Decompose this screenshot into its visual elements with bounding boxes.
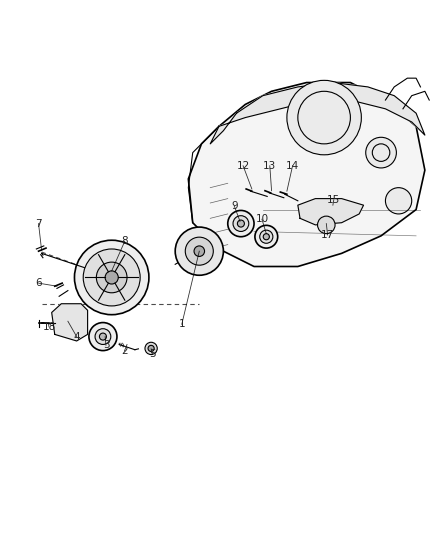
Circle shape xyxy=(366,138,396,168)
Text: 15: 15 xyxy=(327,195,340,205)
Text: 10: 10 xyxy=(255,214,268,224)
Polygon shape xyxy=(210,83,425,144)
Circle shape xyxy=(287,80,361,155)
Circle shape xyxy=(99,333,106,340)
Text: 14: 14 xyxy=(286,161,299,171)
Circle shape xyxy=(185,237,213,265)
Polygon shape xyxy=(298,199,364,225)
Circle shape xyxy=(148,345,154,351)
Text: 1: 1 xyxy=(178,319,185,329)
Text: 12: 12 xyxy=(237,161,250,171)
Text: 3: 3 xyxy=(102,341,110,350)
Circle shape xyxy=(228,211,254,237)
Circle shape xyxy=(260,230,273,243)
Circle shape xyxy=(318,216,335,233)
Circle shape xyxy=(233,216,249,231)
Text: 7: 7 xyxy=(35,219,42,229)
Text: 6: 6 xyxy=(35,278,42,288)
Circle shape xyxy=(255,225,278,248)
Circle shape xyxy=(105,271,118,284)
Text: 17: 17 xyxy=(321,230,334,240)
Circle shape xyxy=(175,227,223,275)
Circle shape xyxy=(194,246,205,256)
Circle shape xyxy=(385,188,412,214)
Text: 4: 4 xyxy=(73,332,80,342)
Text: 13: 13 xyxy=(263,161,276,171)
Circle shape xyxy=(237,220,244,227)
Text: 2: 2 xyxy=(121,346,128,356)
Circle shape xyxy=(83,249,140,306)
Circle shape xyxy=(145,342,157,354)
Circle shape xyxy=(96,262,127,293)
Text: 8: 8 xyxy=(121,236,128,246)
Polygon shape xyxy=(52,304,88,341)
Polygon shape xyxy=(188,83,425,266)
Circle shape xyxy=(74,240,149,314)
Text: 18: 18 xyxy=(42,322,56,332)
Text: 9: 9 xyxy=(231,201,238,211)
Circle shape xyxy=(89,322,117,351)
Circle shape xyxy=(263,233,269,240)
Circle shape xyxy=(95,329,111,344)
Text: 5: 5 xyxy=(149,349,156,359)
